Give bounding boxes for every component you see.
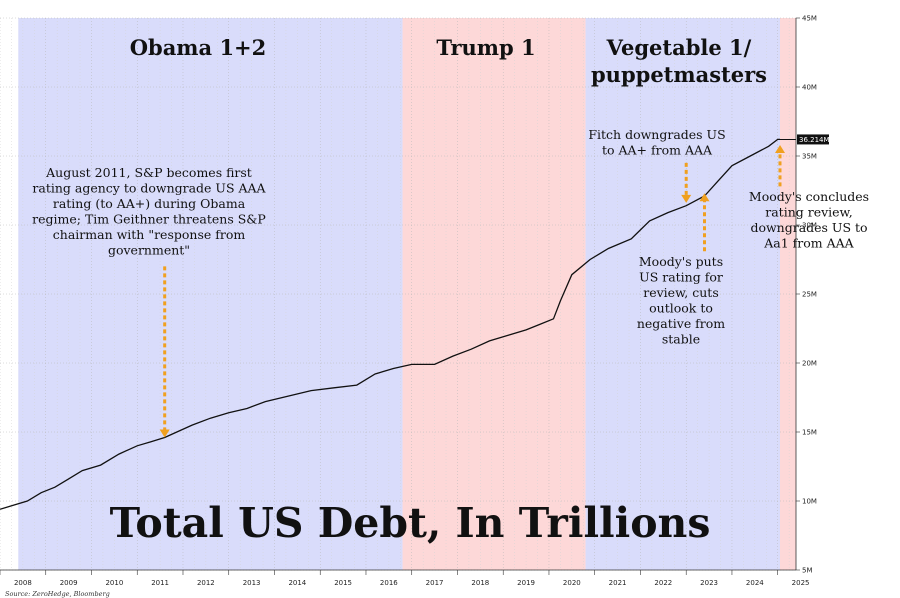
annotation-text-0: August 2011, S&P becomes first rating age… (32, 165, 266, 258)
annotation-text-1: Fitch downgrades US to AA+ from AAA (588, 127, 725, 158)
annotation-line: US rating for (639, 270, 723, 285)
axes: 2008 2009 2010 2011 2012 2013 2014 2015 2016 2017… (0, 15, 830, 587)
annotation-line: negative from (637, 316, 725, 331)
annotation-line: August 2011, S&P becomes first (45, 165, 252, 180)
annotation-arrows (159, 144, 785, 438)
annotation-line: chairman with "response from (53, 227, 246, 242)
x-tick-label: 2008 (14, 579, 32, 587)
region-label-line: Vegetable 1/ (606, 35, 752, 60)
y-tick-label: 25M (802, 291, 817, 299)
y-tick-label: 40M (802, 84, 817, 92)
annotation-text-3: Moody's concludes rating review, downgrade… (749, 189, 869, 251)
region-label-line: Trump 1 (436, 35, 535, 60)
annotation-line: review, cuts (643, 285, 718, 300)
x-tick-label: 2021 (609, 579, 627, 587)
arrow-head-3 (774, 144, 785, 153)
annotation-line: government" (108, 243, 190, 258)
x-tick-label: 2012 (197, 579, 215, 587)
x-tick-label: 2024 (746, 579, 764, 587)
debt-line (0, 138, 780, 510)
y-tick-label: 30M (802, 222, 817, 230)
debt-line-layer (0, 138, 796, 510)
region-label-line: Obama 1+2 (130, 35, 267, 60)
arrow-head-1 (681, 194, 692, 203)
y-tick-label: 10M (802, 498, 817, 506)
x-tick-label: 2019 (517, 579, 535, 587)
x-tick-label: 2014 (288, 579, 306, 587)
x-tick-label: 2013 (243, 579, 261, 587)
annotation-text-2: Moody's puts US rating for review, cuts out… (637, 254, 725, 347)
annotation-line: downgrades US to (750, 220, 867, 235)
annotation-line: rating review, (765, 205, 853, 220)
annotation-texts: August 2011, S&P becomes first rating age… (32, 127, 869, 347)
y-tick-label: 15M (802, 429, 817, 437)
x-tick-label: 2011 (151, 579, 169, 587)
x-tick-label: 2025 (792, 579, 810, 587)
region-label-2: Vegetable 1/puppetmasters (591, 35, 767, 87)
grid-lines (0, 17, 796, 571)
last-value-badge (797, 134, 829, 145)
region-label-0: Obama 1+2 (130, 35, 267, 60)
source-note: Source: ZeroHedge, Bloomberg (5, 590, 110, 598)
region-label-line: puppetmasters (591, 62, 767, 87)
arrow-head-2 (699, 193, 710, 202)
annotation-line: Fitch downgrades US (588, 127, 725, 142)
chart-title: Total US Debt, In Trillions (110, 499, 711, 547)
annotation-line: Aa1 from AAA (763, 236, 854, 251)
x-tick-label: 2020 (563, 579, 581, 587)
y-tick-label: 5M (802, 567, 813, 575)
x-tick-label: 2018 (471, 579, 489, 587)
region-label-1: Trump 1 (436, 35, 535, 60)
annotation-line: rating (to AA+) during Obama (53, 196, 246, 211)
x-tick-label: 2015 (334, 579, 352, 587)
annotation-line: to AA+ from AAA (602, 143, 713, 158)
x-tick-label: 2023 (700, 579, 718, 587)
region-labels: Obama 1+2 Trump 1 Vegetable 1/puppetmaster… (130, 35, 767, 87)
x-tick-label: 2009 (60, 579, 78, 587)
arrow-head-0 (159, 429, 170, 438)
x-tick-label: 2016 (380, 579, 398, 587)
annotation-line: stable (662, 332, 700, 347)
y-tick-label: 20M (802, 360, 817, 368)
annotation-line: Moody's puts (639, 254, 723, 269)
annotation-line: Moody's concludes (749, 189, 869, 204)
x-tick-label: 2010 (105, 579, 123, 587)
annotation-line: outlook to (649, 301, 713, 316)
x-tick-label: 2017 (426, 579, 444, 587)
annotation-line: rating agency to downgrade US AAA (32, 181, 266, 196)
y-tick-label: 45M (802, 15, 817, 23)
last-value-label: 36.214M (799, 136, 830, 144)
annotation-line: regime; Tim Geithner threatens S&P (32, 212, 266, 227)
region-3 (779, 18, 796, 570)
y-tick-label: 35M (802, 153, 817, 161)
x-tick-label: 2022 (654, 579, 672, 587)
